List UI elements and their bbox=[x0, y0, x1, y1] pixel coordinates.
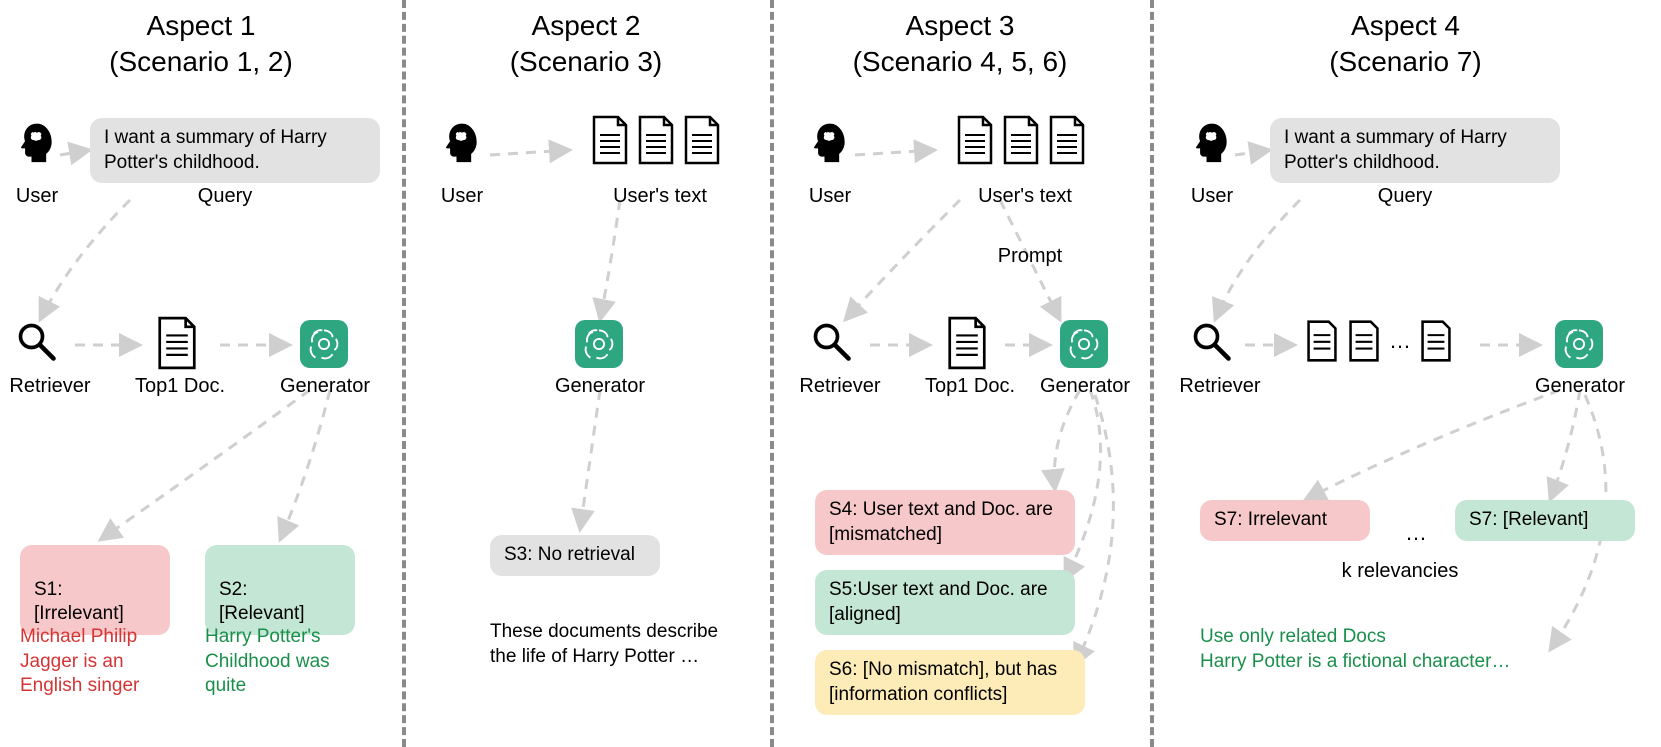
generator-icon bbox=[300, 320, 348, 368]
s4-text: S4: User text and Doc. are [mismatched] bbox=[829, 499, 1053, 545]
s5-bubble: S5:User text and Doc. are [aligned] bbox=[815, 570, 1075, 635]
title-line1: Aspect 1 bbox=[0, 8, 402, 44]
s1-result: Michael Philip Jagger is an English sing… bbox=[20, 625, 180, 699]
s6-text: S6: [No mismatch], but has [information … bbox=[829, 659, 1057, 705]
multi-docs: … bbox=[1305, 320, 1453, 362]
user-text-label: User's text bbox=[955, 185, 1095, 208]
s7b-text: S7: [Relevant] bbox=[1469, 509, 1588, 530]
panel-title: Aspect 1 (Scenario 1, 2) bbox=[0, 8, 402, 81]
generator-icon bbox=[1060, 320, 1108, 368]
user-icon bbox=[1190, 120, 1234, 169]
doc-icon bbox=[155, 316, 199, 375]
title-line2: (Scenario 7) bbox=[1150, 44, 1661, 80]
title-line1: Aspect 4 bbox=[1150, 8, 1661, 44]
s3-text: S3: No retrieval bbox=[504, 544, 635, 565]
title-line2: (Scenario 4, 5, 6) bbox=[770, 44, 1150, 80]
s2-text: S2: [Relevant] bbox=[219, 579, 305, 625]
s7a-bubble: S7: Irrelevant bbox=[1200, 500, 1370, 541]
panel-divider bbox=[402, 0, 406, 747]
s7a-text: S7: Irrelevant bbox=[1214, 509, 1327, 530]
panel-title: Aspect 3 (Scenario 4, 5, 6) bbox=[770, 8, 1150, 81]
k-relevancies-label: k relevancies bbox=[1300, 560, 1500, 583]
s7-ellipsis: … bbox=[1405, 520, 1427, 546]
user-label: User bbox=[10, 185, 64, 208]
user-text-docs bbox=[590, 115, 722, 165]
s3-result: These documents describe the life of Har… bbox=[490, 620, 720, 669]
doc-label: Top1 Doc. bbox=[910, 375, 1030, 398]
s1-text: S1: [Irrelevant] bbox=[34, 579, 124, 625]
s3-bubble: S3: No retrieval bbox=[490, 535, 660, 576]
generator-label: Generator bbox=[1030, 375, 1140, 398]
doc-label: Top1 Doc. bbox=[120, 375, 240, 398]
generator-icon bbox=[1555, 320, 1603, 368]
panel-divider bbox=[1150, 0, 1154, 747]
user-icon bbox=[808, 120, 852, 169]
docs-ellipsis: … bbox=[1389, 328, 1411, 354]
generator-label: Generator bbox=[265, 375, 385, 398]
retriever-label: Retriever bbox=[790, 375, 890, 398]
panel-divider bbox=[770, 0, 774, 747]
retriever-icon bbox=[1190, 320, 1234, 369]
final-result: Use only related Docs Harry Potter is a … bbox=[1200, 625, 1520, 674]
user-label: User bbox=[803, 185, 857, 208]
query-label: Query bbox=[1345, 185, 1465, 208]
title-line1: Aspect 3 bbox=[770, 8, 1150, 44]
retriever-label: Retriever bbox=[0, 375, 100, 398]
user-text-label: User's text bbox=[590, 185, 730, 208]
s2-bubble: S2: [Relevant] bbox=[205, 545, 355, 635]
s1-bubble: S1: [Irrelevant] bbox=[20, 545, 170, 635]
user-icon bbox=[15, 120, 59, 169]
s5-text: S5:User text and Doc. are [aligned] bbox=[829, 579, 1048, 625]
user-text-docs bbox=[955, 115, 1087, 165]
s4-bubble: S4: User text and Doc. are [mismatched] bbox=[815, 490, 1075, 555]
query-bubble: I want a summary of Harry Potter's child… bbox=[1270, 118, 1560, 183]
panel-title: Aspect 4 (Scenario 7) bbox=[1150, 8, 1661, 81]
generator-label: Generator bbox=[1525, 375, 1635, 398]
query-text: I want a summary of Harry Potter's child… bbox=[1284, 127, 1507, 173]
generator-icon bbox=[575, 320, 623, 368]
panel-title: Aspect 2 (Scenario 3) bbox=[402, 8, 770, 81]
query-label: Query bbox=[165, 185, 285, 208]
title-line1: Aspect 2 bbox=[402, 8, 770, 44]
user-icon bbox=[440, 120, 484, 169]
user-label: User bbox=[435, 185, 489, 208]
title-line2: (Scenario 3) bbox=[402, 44, 770, 80]
s7b-bubble: S7: [Relevant] bbox=[1455, 500, 1635, 541]
retriever-icon bbox=[810, 320, 854, 369]
prompt-label: Prompt bbox=[980, 245, 1080, 268]
generator-label: Generator bbox=[540, 375, 660, 398]
retriever-icon bbox=[15, 320, 59, 369]
title-line2: (Scenario 1, 2) bbox=[0, 44, 402, 80]
query-text: I want a summary of Harry Potter's child… bbox=[104, 127, 327, 173]
user-label: User bbox=[1185, 185, 1239, 208]
doc-icon bbox=[945, 316, 989, 375]
query-bubble: I want a summary of Harry Potter's child… bbox=[90, 118, 380, 183]
s2-result: Harry Potter's Childhood was quite bbox=[205, 625, 365, 699]
retriever-label: Retriever bbox=[1170, 375, 1270, 398]
s6-bubble: S6: [No mismatch], but has [information … bbox=[815, 650, 1085, 715]
